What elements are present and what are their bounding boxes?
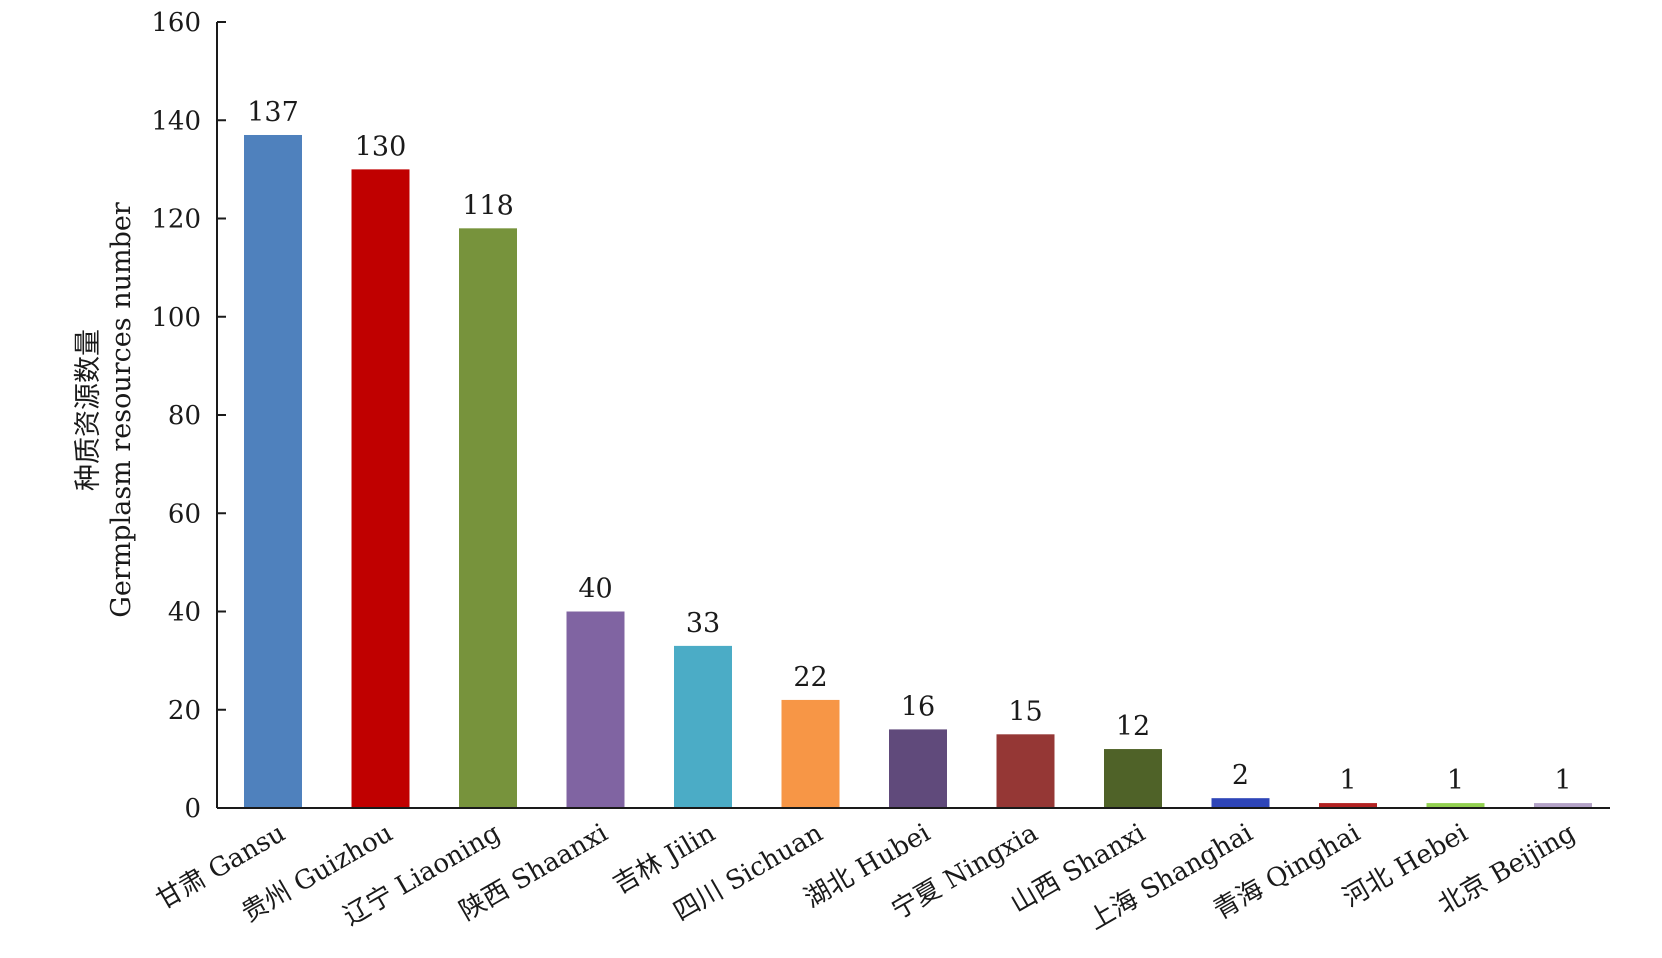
y-tick-label: 80 — [168, 401, 201, 431]
bar-value-label: 15 — [1008, 696, 1042, 727]
y-tick-label: 100 — [151, 303, 201, 333]
bar — [781, 699, 840, 808]
bar — [1426, 803, 1485, 808]
bar-value-label: 137 — [247, 97, 299, 128]
bar — [1534, 803, 1592, 808]
bar-value-label: 22 — [793, 662, 827, 693]
bar-value-label: 1 — [1339, 765, 1356, 796]
bar — [1104, 749, 1162, 808]
bar — [889, 729, 947, 808]
bar-value-label: 118 — [462, 190, 514, 221]
y-tick-label: 160 — [151, 8, 201, 38]
y-axis-title: 种质资源数量 Germplasm resources number — [73, 202, 137, 618]
value-labels-group: 137 130 118 40 33 22 16 15 12 2 1 1 1 — [247, 97, 1571, 796]
bar — [1211, 798, 1270, 808]
y-tick-label: 120 — [151, 205, 201, 235]
y-axis-ticks: 0 20 40 60 80 100 120 140 160 — [151, 8, 226, 824]
y-axis-title-line-2: Germplasm resources number — [106, 202, 137, 618]
bar-value-label: 2 — [1232, 760, 1249, 791]
bar-value-label: 1 — [1447, 765, 1464, 796]
bar-value-label: 33 — [686, 608, 720, 639]
bar — [996, 734, 1055, 808]
bar-value-label: 40 — [578, 574, 612, 605]
bars-group — [244, 134, 1592, 809]
bar-value-label: 1 — [1554, 765, 1571, 796]
y-axis-title-line-1: 种质资源数量 — [73, 329, 104, 491]
bar-value-label: 12 — [1116, 711, 1150, 742]
bar — [459, 228, 517, 808]
bar — [244, 134, 302, 809]
bar — [566, 611, 625, 808]
bar — [1319, 803, 1377, 808]
bar-value-label: 130 — [355, 131, 407, 162]
y-tick-label: 40 — [168, 598, 201, 628]
bar-value-label: 16 — [901, 691, 935, 722]
y-tick-label: 140 — [151, 106, 201, 136]
bar — [351, 169, 410, 808]
y-tick-label: 20 — [168, 696, 201, 726]
y-tick-label: 0 — [184, 794, 201, 824]
bar — [674, 645, 732, 808]
y-tick-label: 60 — [168, 499, 201, 529]
